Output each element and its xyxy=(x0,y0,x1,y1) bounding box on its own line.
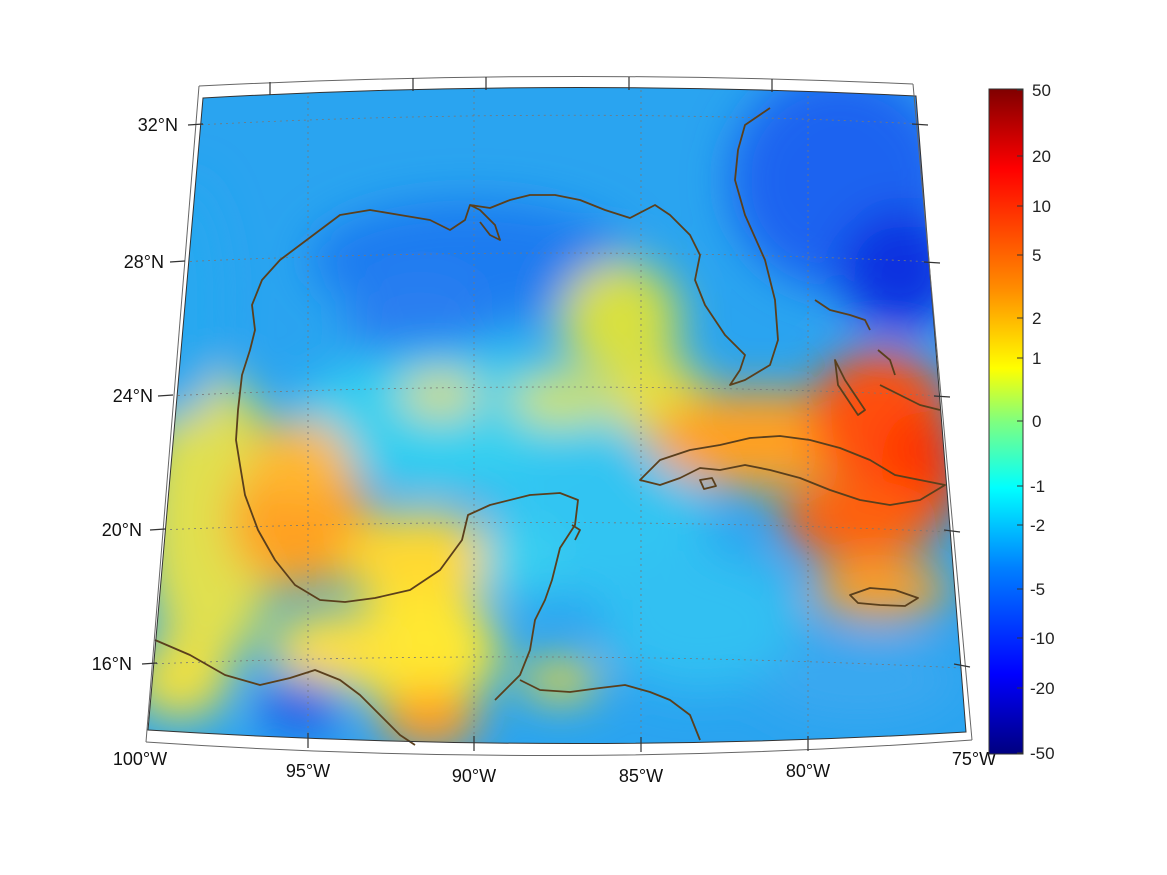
field-layer xyxy=(148,87,966,744)
lat-label-16: 16°N xyxy=(92,654,132,674)
lon-label-75: 75°W xyxy=(952,749,996,769)
lon-label-95: 95°W xyxy=(286,761,330,781)
coastline-isle xyxy=(699,477,717,490)
graticule xyxy=(149,90,963,744)
cb-label-neg5: -5 xyxy=(1030,580,1045,599)
cb-label-neg50: -50 xyxy=(1030,744,1055,763)
coastlines xyxy=(154,107,946,746)
cb-label-20: 20 xyxy=(1032,147,1051,166)
cb-label-1: 1 xyxy=(1032,349,1041,368)
cb-label-50: 50 xyxy=(1032,81,1051,100)
coastline-honduras xyxy=(519,679,701,741)
cb-label-0: 0 xyxy=(1032,412,1041,431)
map-frame xyxy=(145,75,973,757)
coastline-hispaniola xyxy=(879,384,941,411)
frame-ticks xyxy=(141,77,971,752)
cb-label-5: 5 xyxy=(1032,246,1041,265)
coastline-bahamas-2 xyxy=(814,299,871,331)
coastline-bahamas-3 xyxy=(877,349,896,376)
colorbar-ticks xyxy=(1017,89,1023,754)
lon-label-90: 90°W xyxy=(452,766,496,786)
lon-label-100: 100°W xyxy=(113,749,167,769)
lat-label-32: 32°N xyxy=(138,115,178,135)
coastline-gulf xyxy=(235,107,779,701)
cb-label-2: 2 xyxy=(1032,309,1041,328)
cb-label-neg1: -1 xyxy=(1030,477,1045,496)
latitude-labels: 32°N 28°N 24°N 20°N 16°N xyxy=(92,115,178,674)
lon-label-85: 85°W xyxy=(619,766,663,786)
coastline-bahamas-1 xyxy=(834,359,866,416)
lat-label-24: 24°N xyxy=(113,386,153,406)
cb-label-neg10: -10 xyxy=(1030,629,1055,648)
cb-label-neg2: -2 xyxy=(1030,516,1045,535)
longitude-labels: 100°W 95°W 90°W 85°W 80°W 75°W xyxy=(113,749,996,786)
lon-label-80: 80°W xyxy=(786,761,830,781)
colorbar: 50 20 10 5 2 1 0 -1 -2 -5 -10 -20 -50 xyxy=(988,81,1055,763)
colorbar-labels: 50 20 10 5 2 1 0 -1 -2 -5 -10 -20 -50 xyxy=(1030,81,1055,763)
coastline-pacific xyxy=(154,639,416,746)
lat-label-28: 28°N xyxy=(124,252,164,272)
coastline-jamaica xyxy=(849,587,919,607)
coastline-cuba xyxy=(639,435,946,506)
cb-label-10: 10 xyxy=(1032,197,1051,216)
coastline-delta xyxy=(469,204,501,241)
lat-label-20: 20°N xyxy=(102,520,142,540)
coastline-yucatan-east xyxy=(571,524,581,541)
cb-label-neg20: -20 xyxy=(1030,679,1055,698)
